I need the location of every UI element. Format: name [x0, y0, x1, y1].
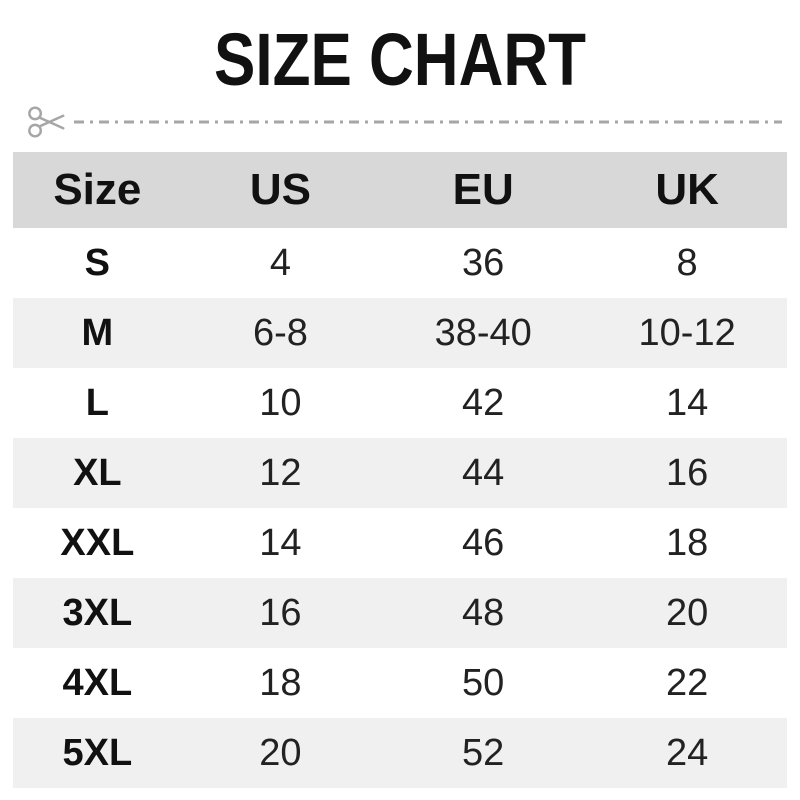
- size-cell: 5XL: [62, 732, 133, 774]
- column-header-us: US: [249, 165, 311, 214]
- table-row: S 4 36 8: [13, 228, 787, 298]
- table-header-row: Size US EU UK: [13, 152, 787, 228]
- column-header-size: Size: [53, 165, 142, 214]
- size-cell: 4XL: [62, 662, 133, 704]
- eu-cell: 44: [462, 452, 505, 494]
- column-header-eu: EU: [452, 165, 514, 214]
- table-row: 5XL 20 52 24: [13, 718, 787, 788]
- us-cell: 16: [259, 592, 302, 634]
- eu-cell: 42: [462, 382, 505, 424]
- us-cell: 14: [259, 522, 302, 564]
- uk-cell: 10-12: [638, 312, 736, 354]
- size-cell: L: [85, 382, 109, 424]
- size-cell: S: [84, 242, 111, 284]
- uk-cell: 22: [665, 662, 709, 704]
- us-cell: 12: [259, 452, 302, 494]
- table-row: XL 12 44 16: [13, 438, 787, 508]
- us-cell: 10: [259, 382, 302, 424]
- size-cell: XL: [73, 452, 122, 494]
- us-cell: 18: [259, 662, 302, 704]
- eu-cell: 38-40: [434, 312, 532, 354]
- size-cell: M: [81, 312, 114, 354]
- uk-cell: 18: [665, 522, 709, 564]
- cut-line: [26, 104, 782, 140]
- table-row: M 6-8 38-40 10-12: [13, 298, 787, 368]
- size-cell: XXL: [60, 522, 135, 564]
- page-title: SIZE CHART: [214, 18, 586, 102]
- eu-cell: 46: [462, 522, 505, 564]
- column-header-uk: UK: [655, 165, 719, 214]
- eu-cell: 50: [462, 662, 505, 704]
- eu-cell: 48: [462, 592, 505, 634]
- us-cell: 6-8: [252, 312, 308, 354]
- uk-cell: 24: [665, 732, 709, 774]
- size-cell: 3XL: [62, 592, 133, 634]
- uk-cell: 20: [665, 592, 709, 634]
- eu-cell: 52: [462, 732, 505, 774]
- uk-cell: 14: [665, 382, 709, 424]
- table-row: 4XL 18 50 22: [13, 648, 787, 718]
- dashed-cut-line: [74, 120, 782, 124]
- us-cell: 4: [269, 242, 291, 284]
- size-chart-table: Size US EU UK S 4 36 8 M 6-8 38-40 10-12…: [13, 152, 787, 788]
- table-body: S 4 36 8 M 6-8 38-40 10-12 L 10 42 14 XL…: [13, 228, 787, 788]
- us-cell: 20: [259, 732, 302, 774]
- uk-cell: 8: [676, 242, 698, 284]
- uk-cell: 16: [665, 452, 709, 494]
- table-row: XXL 14 46 18: [13, 508, 787, 578]
- scissors-icon: [28, 106, 65, 138]
- title-bar: SIZE CHART: [0, 16, 800, 104]
- eu-cell: 36: [462, 242, 505, 284]
- table-row: 3XL 16 48 20: [13, 578, 787, 648]
- table-row: L 10 42 14: [13, 368, 787, 438]
